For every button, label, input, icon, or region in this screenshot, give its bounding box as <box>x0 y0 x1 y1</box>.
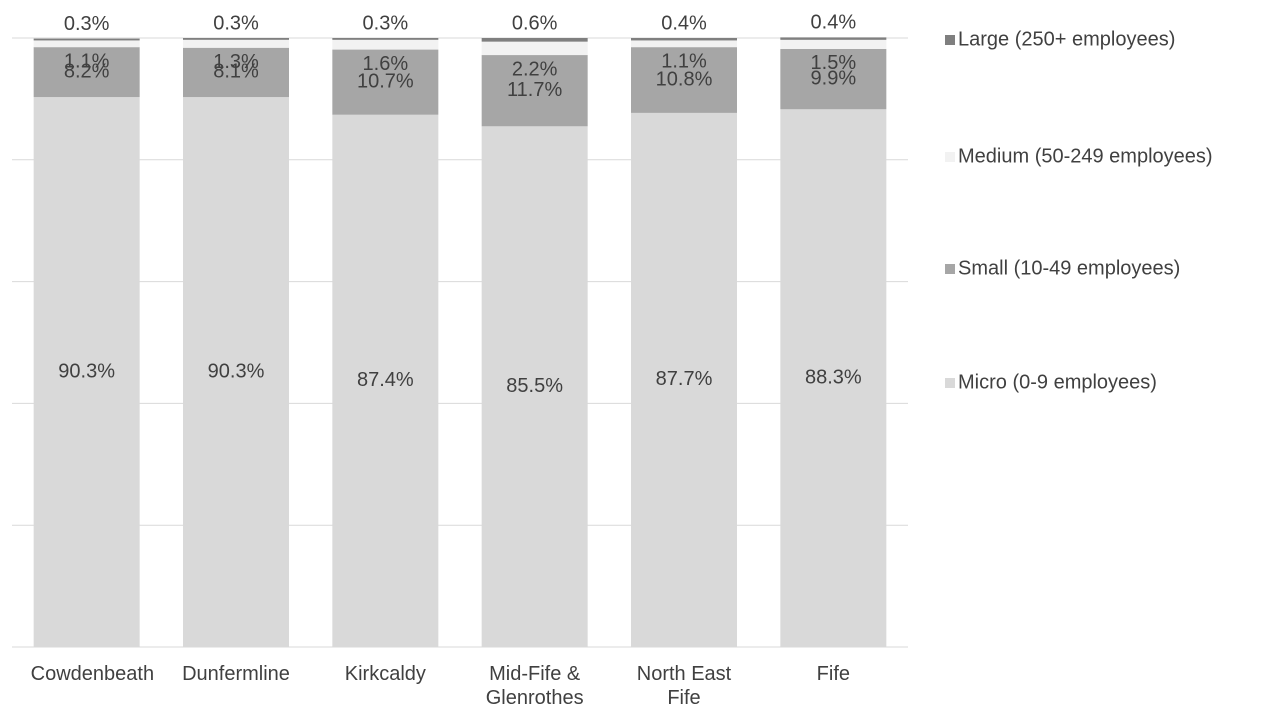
x-tick-label: Kirkcaldy <box>344 663 426 685</box>
data-label: 0.4% <box>661 12 707 34</box>
bar-segment <box>332 49 439 115</box>
data-label: 88.3% <box>805 366 862 388</box>
data-label: 87.4% <box>357 369 414 391</box>
x-tick-label: Mid-Fife & Glenrothes <box>485 663 584 709</box>
data-label: 1.1% <box>64 50 110 72</box>
data-label: 90.3% <box>58 360 115 382</box>
bar-segment <box>631 112 737 648</box>
bar-segment <box>33 40 140 48</box>
legend-label: Medium (50-249 employees) <box>958 145 1213 167</box>
data-label: 0.3% <box>363 12 409 34</box>
data-label: 0.3% <box>64 13 110 35</box>
data-label: 90.3% <box>208 360 265 382</box>
data-label: 1.5% <box>811 52 857 74</box>
legend-swatch <box>945 264 955 274</box>
bar-segment <box>780 109 887 648</box>
data-label: 10.8% <box>656 68 713 90</box>
legend-label: Micro (0-9 employees) <box>958 371 1157 393</box>
bar-segment <box>332 114 439 647</box>
data-label: 2.2% <box>512 58 558 80</box>
legend-swatch <box>945 378 955 388</box>
bar-segment <box>481 55 588 127</box>
bar-segment <box>780 39 887 49</box>
data-label: 9.9% <box>811 67 857 89</box>
bar-segment <box>631 47 737 113</box>
legend-label: Large (250+ employees) <box>958 28 1175 50</box>
bar-segment <box>481 41 588 56</box>
data-label: 1.3% <box>213 51 259 73</box>
data-label: 85.5% <box>506 375 563 397</box>
bar-segment <box>183 38 289 40</box>
legend-swatch <box>945 35 955 45</box>
bar-segment <box>183 39 289 48</box>
bar-segment <box>481 126 588 648</box>
legend-swatch <box>945 152 955 162</box>
bar-segment <box>780 48 887 110</box>
bar-segment <box>332 38 439 40</box>
data-label: 10.7% <box>357 70 414 92</box>
data-label: 0.6% <box>512 12 558 34</box>
data-label: 0.4% <box>811 12 857 34</box>
data-label: 1.6% <box>363 53 409 75</box>
data-label: 87.7% <box>656 368 713 390</box>
data-label: 11.7% <box>507 79 562 101</box>
bar-segment <box>631 40 737 48</box>
bar-segment <box>332 39 439 50</box>
legend-label: Small (10-49 employees) <box>958 257 1180 279</box>
bar-segment <box>183 47 289 98</box>
bar-segment <box>481 38 588 42</box>
x-tick-label: North East Fife <box>636 663 732 709</box>
data-label: 8.1% <box>213 61 259 83</box>
bar-segment <box>631 38 737 41</box>
x-tick-label: Cowdenbeath <box>30 663 155 685</box>
bar-segment <box>780 37 887 40</box>
bar-segment <box>33 97 140 647</box>
x-tick-label: Fife <box>816 663 850 685</box>
data-label: 1.1% <box>661 50 707 72</box>
data-label: 8.2% <box>64 60 110 82</box>
x-tick-label: Dunfermline <box>182 663 290 685</box>
bar-segment <box>183 97 289 647</box>
bar-segment <box>33 38 140 41</box>
bar-segment <box>33 47 140 98</box>
data-label: 0.3% <box>213 12 259 34</box>
